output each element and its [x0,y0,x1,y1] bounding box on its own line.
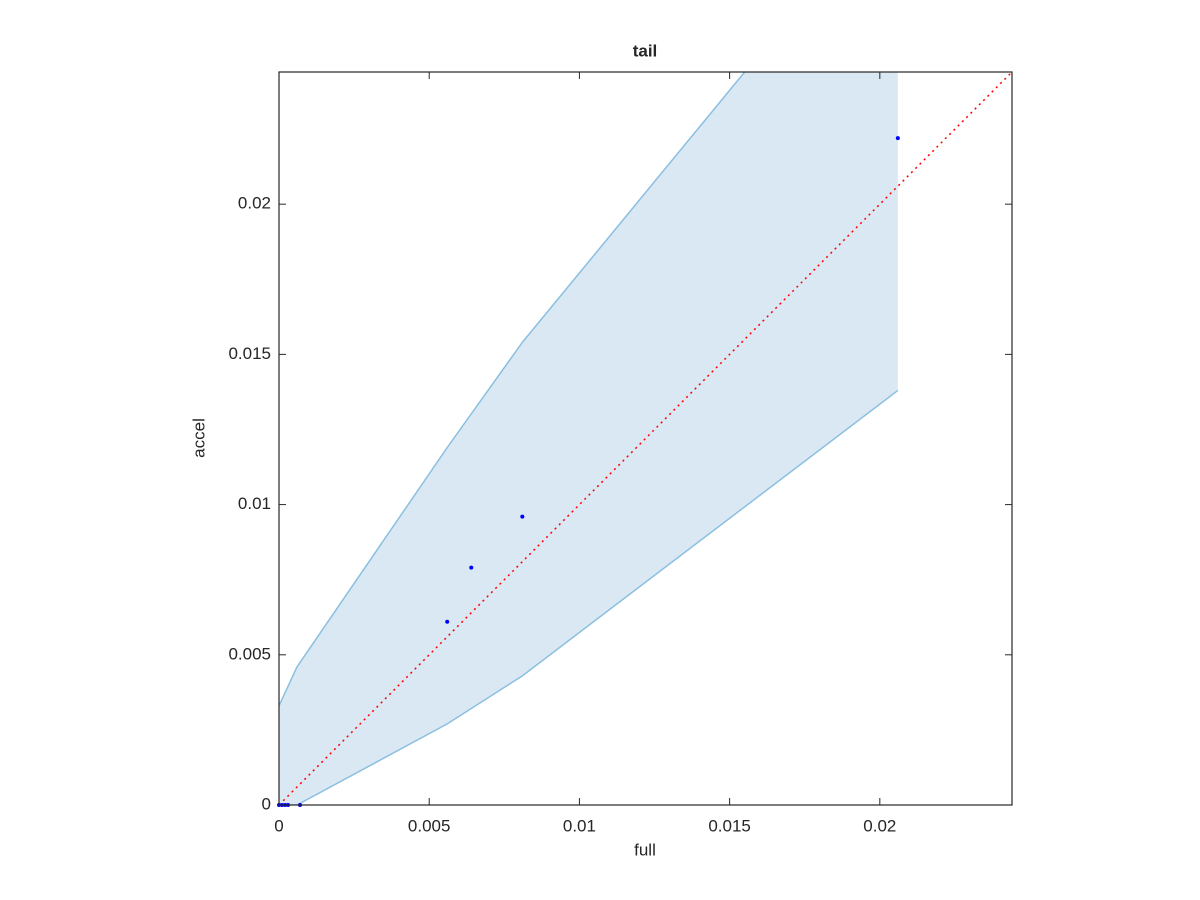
chart-title: tail [633,41,658,60]
point [445,619,450,624]
x-axis-label: full [634,840,656,859]
point [520,514,525,519]
y-tick-label: 0.015 [228,344,271,363]
x-tick-label: 0.005 [408,816,451,835]
x-tick-label: 0.015 [708,816,751,835]
band-fill [279,72,898,805]
x-tick-label: 0.01 [563,816,596,835]
x-tick-label: 0 [274,816,283,835]
y-axis-label: accel [189,418,208,458]
y-tick-label: 0.01 [238,494,271,513]
band-lower-edge [279,389,899,805]
band-upper-edge [279,72,746,707]
y-tick-label: 0.005 [228,644,271,663]
point [469,565,474,570]
axes-box [278,71,1013,806]
y-tick-label: 0.02 [238,194,271,213]
y-tick-label: 0 [262,794,271,813]
plot-area [279,72,1012,805]
x-tick-label: 0.02 [863,816,896,835]
point [895,136,900,141]
